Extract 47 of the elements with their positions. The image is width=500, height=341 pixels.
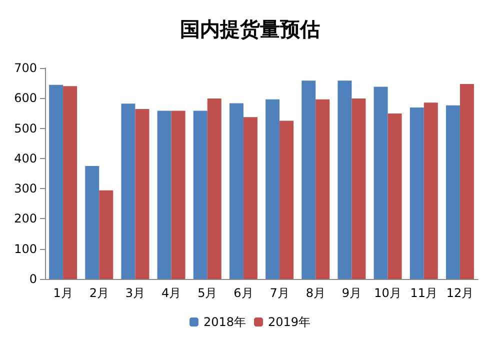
bar (460, 84, 474, 279)
bar (338, 80, 352, 279)
bar (49, 84, 64, 279)
x-tick-label: 12月 (446, 286, 474, 300)
y-tick-label: 700 (14, 61, 37, 75)
x-tick-label: 10月 (374, 286, 402, 300)
y-tick-label: 400 (14, 151, 37, 166)
bar (316, 99, 330, 279)
bar (388, 114, 402, 279)
x-tick-label: 7月 (270, 286, 290, 300)
x-tick-label: 5月 (198, 286, 218, 300)
y-tick-label: 200 (14, 212, 37, 226)
x-tick-label: 3月 (125, 286, 146, 300)
y-tick-label: 600 (14, 91, 37, 106)
bar (374, 86, 388, 279)
x-tick-label: 6月 (234, 286, 254, 300)
bar (85, 166, 100, 279)
bar (193, 110, 208, 279)
legend-label: 2019年 (268, 315, 311, 329)
x-tick-label: 4月 (161, 286, 182, 300)
bar (446, 105, 460, 279)
bar (207, 98, 222, 279)
bar (280, 120, 294, 279)
y-tick-label: 300 (14, 182, 37, 196)
x-tick-label: 1月 (53, 286, 73, 300)
bar (352, 98, 366, 279)
bar (63, 86, 78, 279)
chart-title: 国内提货量预估 (180, 17, 320, 41)
x-tick-label: 2月 (89, 286, 109, 300)
bar (410, 107, 424, 279)
y-tick-label: 0 (29, 272, 37, 286)
bar (243, 117, 258, 279)
y-tick-label: 500 (14, 121, 37, 136)
x-tick-label: 8月 (306, 286, 326, 300)
x-tick-label: 11月 (410, 286, 438, 300)
bar (266, 99, 280, 279)
bar (302, 80, 316, 279)
bar (171, 110, 186, 279)
legend-label: 2018年 (203, 315, 246, 329)
bar (229, 103, 244, 279)
bar (157, 110, 172, 279)
y-tick-label: 100 (14, 242, 37, 256)
bar (99, 190, 114, 279)
bar (135, 108, 150, 279)
bar (121, 104, 136, 279)
x-tick-label: 9月 (342, 286, 362, 300)
bar (424, 102, 438, 279)
